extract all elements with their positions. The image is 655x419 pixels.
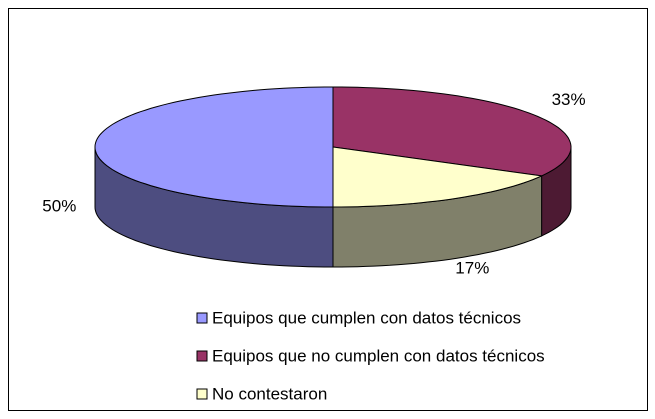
legend-swatch [196,312,208,324]
pie-slice [332,146,544,208]
legend-label: Equipos que no cumplen con datos técnico… [212,346,545,365]
data-label: 33% [552,90,586,109]
legend-swatch [196,388,208,400]
legend-swatch [196,350,208,362]
pie-slice [94,86,334,208]
pie-slice [332,86,572,177]
legend-label: Equipos que cumplen con datos técnicos [212,308,521,327]
data-label: 50% [42,196,76,215]
legend-label: No contestaron [212,384,327,403]
data-label: 17% [455,258,489,277]
